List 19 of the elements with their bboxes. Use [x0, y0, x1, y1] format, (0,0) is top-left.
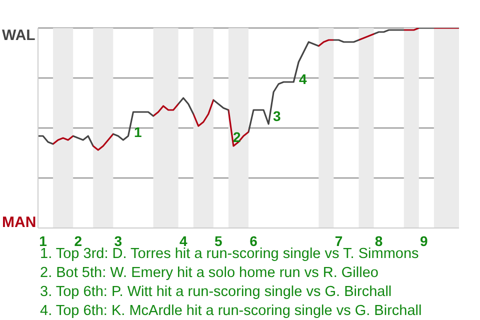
- x-tick-label: 5: [214, 232, 223, 249]
- x-tick-label: 8: [374, 232, 383, 249]
- x-tick-label: 2: [74, 232, 82, 249]
- x-tick-label: 9: [420, 232, 428, 249]
- text: 4. Top 6th: K. McArdle hit a run-scoring single vs G. Birchall: [40, 302, 423, 320]
- x-tick-label: 3: [114, 232, 122, 249]
- x-tick-label: 6: [250, 232, 258, 249]
- text: MAN: [2, 214, 36, 231]
- annotation: 2: [233, 129, 241, 145]
- text: 2. Bot 5th: W. Emery hit a solo home run vs R. Gilleo: [40, 264, 380, 283]
- text: 1. Top 3rd: D. Torres hit a run-scoring single vs T. Simmons: [40, 246, 419, 262]
- x-tick-label: 1: [39, 232, 48, 249]
- text: 3. Top 6th: P. Witt hit a run-scoring single vs G. Birchall: [40, 283, 393, 302]
- annotation: 1: [134, 124, 142, 140]
- annotation: 3: [273, 108, 281, 124]
- annotation: 4: [299, 71, 307, 87]
- x-tick-label: 4: [179, 232, 188, 249]
- text: WAL: [2, 27, 36, 44]
- x-tick-label: 7: [334, 232, 343, 249]
